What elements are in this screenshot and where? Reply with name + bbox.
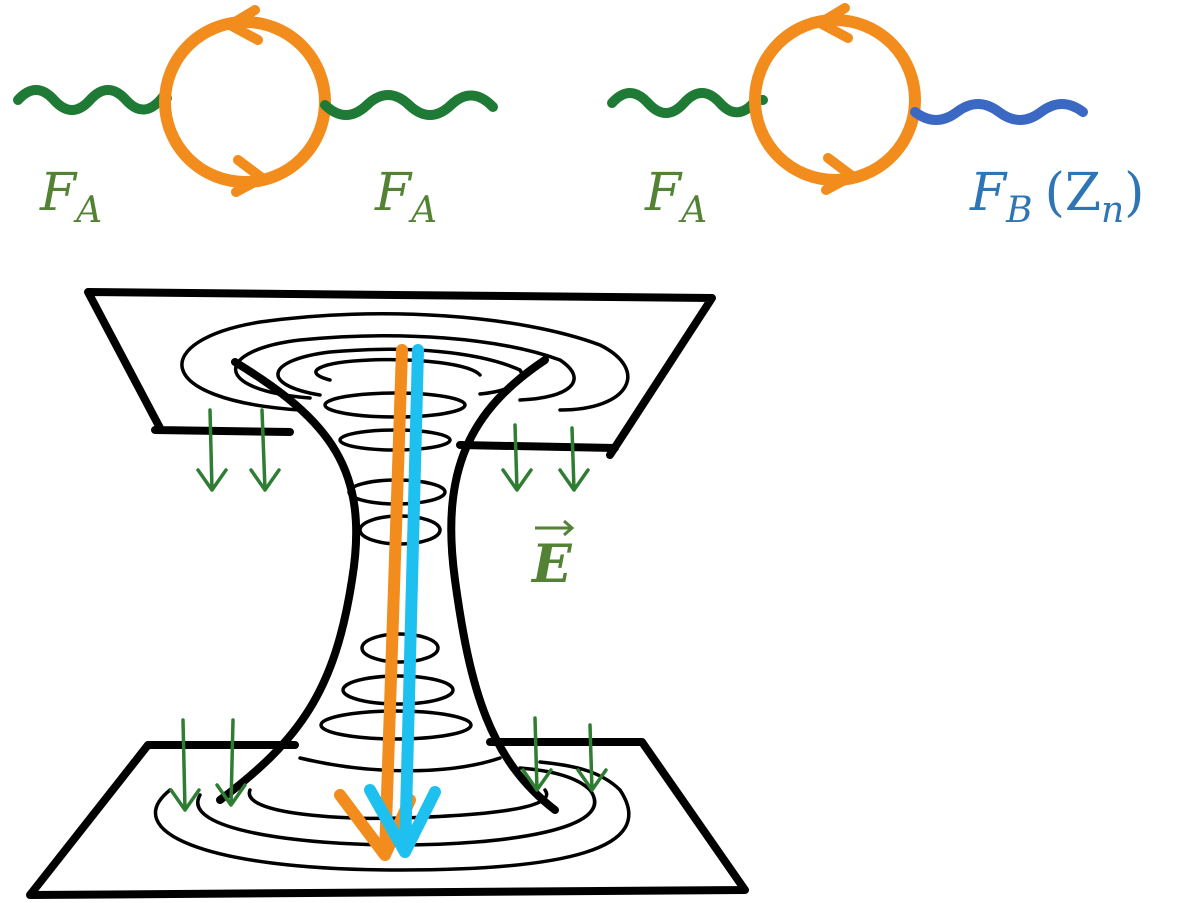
symbol: F xyxy=(644,163,683,223)
subscript: n xyxy=(1101,190,1124,231)
close: ) xyxy=(1124,163,1144,223)
label: FB (Zn) xyxy=(969,163,1144,231)
sketch-line xyxy=(171,720,199,810)
sketch-line xyxy=(251,410,279,490)
sketch-line xyxy=(503,425,531,490)
wavy-line xyxy=(325,95,493,115)
subscript: A xyxy=(678,190,707,231)
label: FA xyxy=(644,163,707,231)
page: FA FA FA FB(Zn) xyxy=(0,0,1190,903)
sketch-line xyxy=(343,676,453,704)
symbol: F xyxy=(969,163,1008,223)
sketch-line xyxy=(560,428,588,490)
subscript: A xyxy=(73,190,102,231)
vector-arrow xyxy=(535,521,572,535)
sketch-line xyxy=(578,725,606,790)
sketch-line xyxy=(300,758,500,771)
wavy-line xyxy=(612,93,763,113)
fermion-loop xyxy=(755,20,915,180)
symbol: F xyxy=(374,163,413,223)
sketch-line xyxy=(321,711,471,739)
subscript: A xyxy=(408,190,437,231)
loop-diagram-1: FA FA xyxy=(18,10,493,231)
label: FA xyxy=(39,163,102,231)
extra: (Z xyxy=(1045,163,1101,223)
sketch-line xyxy=(217,720,245,805)
wavy-line xyxy=(915,104,1083,120)
field-label: E xyxy=(530,534,573,595)
subscript: B xyxy=(1005,190,1032,231)
sketch-line xyxy=(362,634,438,662)
loop-diagram-2: FA FB(Zn) xyxy=(612,8,1144,231)
fermion-loop xyxy=(165,22,325,182)
sketch-line xyxy=(198,410,226,490)
symbol: F xyxy=(39,163,78,223)
wormhole-sketch: E xyxy=(30,292,745,895)
wavy-line xyxy=(18,90,167,110)
label: FA xyxy=(374,163,437,231)
